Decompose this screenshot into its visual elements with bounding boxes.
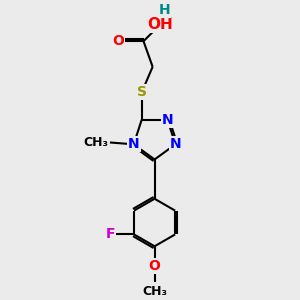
- Text: O: O: [148, 260, 160, 273]
- Text: O: O: [112, 34, 124, 48]
- Text: N: N: [162, 113, 173, 127]
- Text: H: H: [159, 3, 170, 17]
- Text: N: N: [128, 137, 140, 151]
- Text: CH₃: CH₃: [83, 136, 108, 149]
- Text: CH₃: CH₃: [142, 285, 167, 298]
- Text: S: S: [137, 85, 147, 99]
- Text: OH: OH: [147, 17, 173, 32]
- Text: N: N: [169, 137, 181, 151]
- Text: F: F: [106, 227, 115, 242]
